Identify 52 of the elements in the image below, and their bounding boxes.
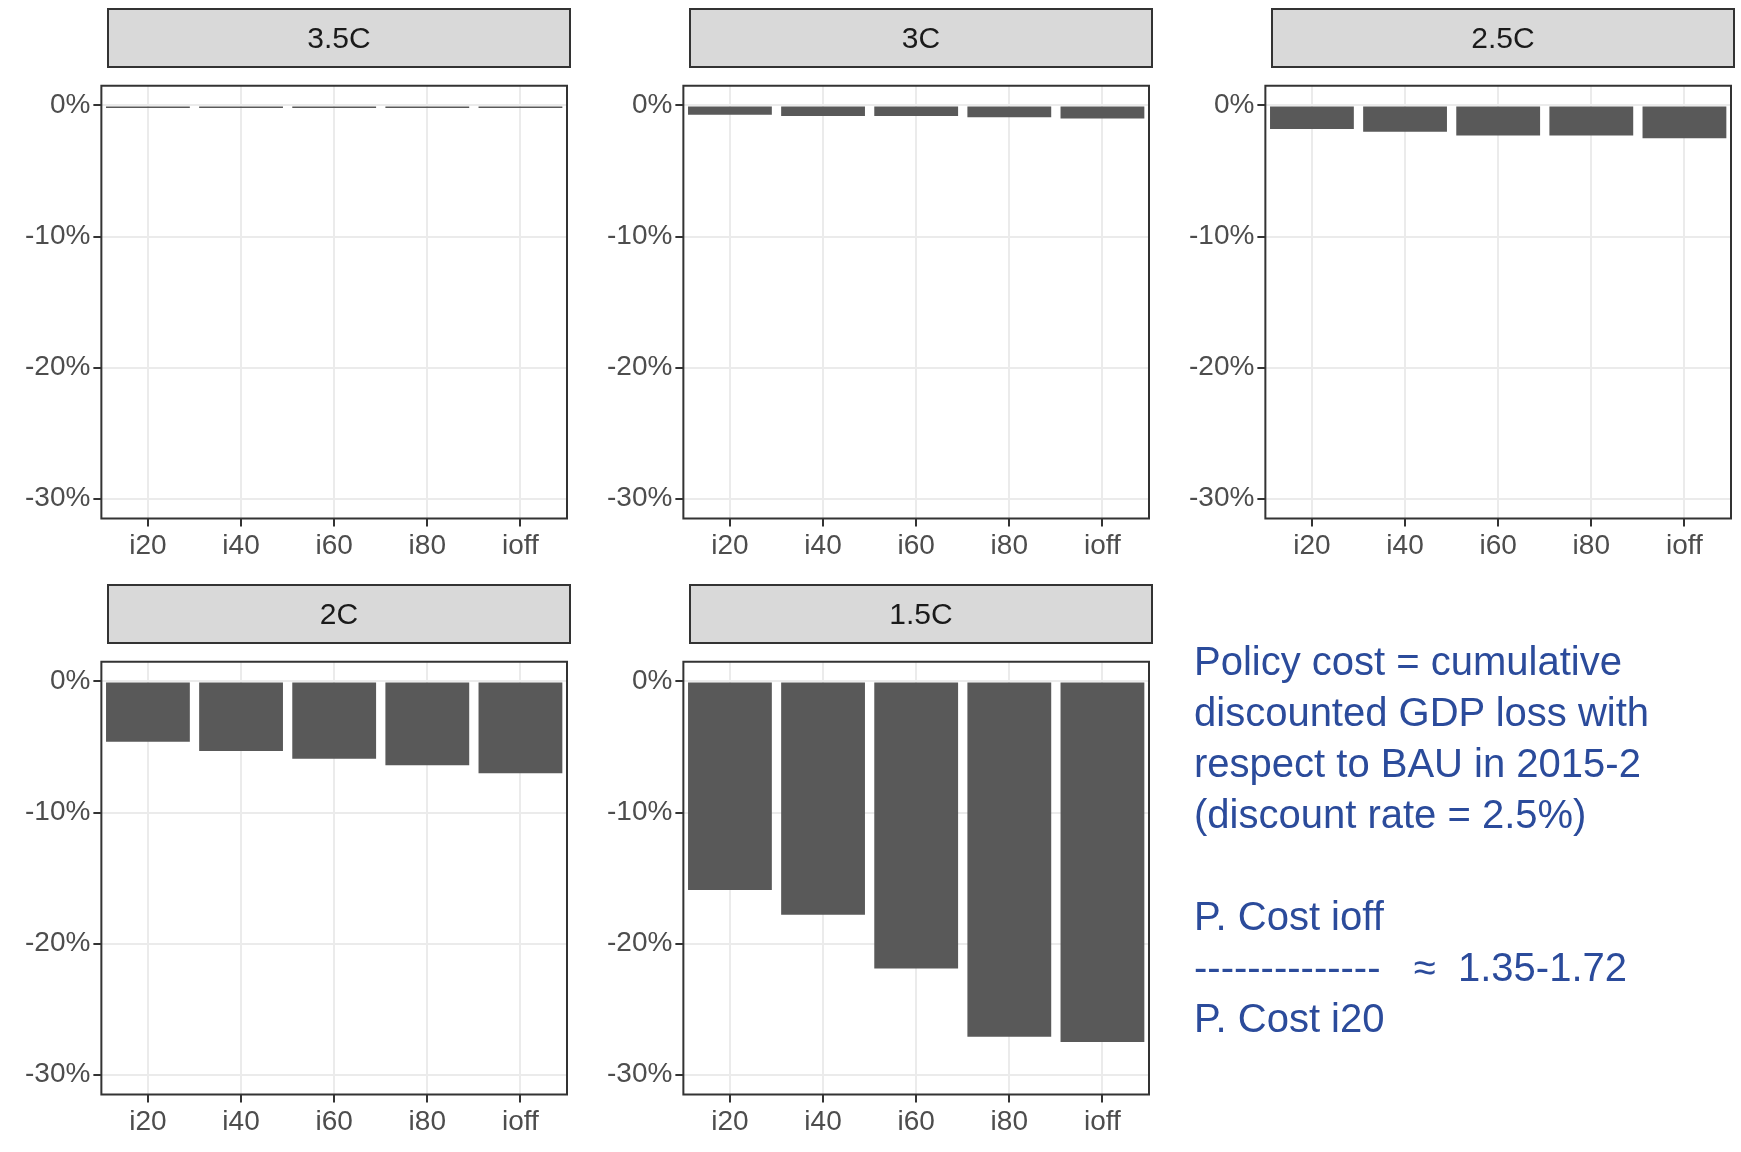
x-tick-label: i20 — [711, 528, 749, 560]
y-tick-label: -30% — [606, 1057, 673, 1089]
x-tick-label: i80 — [990, 528, 1028, 560]
text: P. Cost ioff -------------- ≈ 1.35-1.72 P. Cost i20 — [1194, 894, 1628, 1040]
chart-title: 3.5C — [107, 8, 571, 68]
y-tick-label: -20% — [24, 350, 91, 382]
x-tick-label: i60 — [897, 528, 935, 560]
y-tick-label: -10% — [1188, 219, 1255, 251]
x-tick-label: ioff — [1666, 528, 1704, 560]
y-tick-label: 0% — [631, 664, 673, 696]
chart-title: 2.5C — [1271, 8, 1735, 68]
x-tick-label: i40 — [804, 1104, 842, 1136]
x-tick-label: ioff — [1084, 1104, 1122, 1136]
y-tick-label: -20% — [606, 926, 673, 958]
y-tick-label: 0% — [631, 88, 673, 120]
y-tick-label: 0% — [49, 88, 91, 120]
y-tick-label: -30% — [24, 1057, 91, 1089]
y-tick-label: -30% — [24, 481, 91, 513]
y-tick-label: -20% — [1188, 350, 1255, 382]
y-tick-label: -10% — [24, 219, 91, 251]
x-tick-label: i20 — [711, 1104, 749, 1136]
x-tick-label: i80 — [408, 1104, 446, 1136]
x-tick-label: i80 — [408, 528, 446, 560]
x-tick-label: i40 — [222, 528, 260, 560]
x-tick-label: ioff — [502, 528, 540, 560]
y-tick-label: -30% — [606, 481, 673, 513]
chart-title: 2C — [107, 584, 571, 644]
x-tick-label: i40 — [222, 1104, 260, 1136]
x-tick-label: i40 — [1386, 528, 1424, 560]
text: Policy cost = cumulative discounted GDP loss with respect to BAU in 2015-2 (discount rate = 2.5%) — [1194, 639, 1650, 836]
x-tick-label: i20 — [1293, 528, 1331, 560]
chart-title: 1.5C — [689, 584, 1153, 644]
y-tick-label: -10% — [24, 795, 91, 827]
x-tick-label: i60 — [315, 1104, 353, 1136]
chart-title: 3C — [689, 8, 1153, 68]
x-tick-label: ioff — [502, 1104, 540, 1136]
y-tick-label: -10% — [606, 219, 673, 251]
y-tick-label: -30% — [1188, 481, 1255, 513]
y-tick-label: -10% — [606, 795, 673, 827]
x-tick-label: i20 — [129, 1104, 167, 1136]
y-tick-label: 0% — [1213, 88, 1255, 120]
y-tick-label: -20% — [24, 926, 91, 958]
y-tick-label: 0% — [49, 664, 91, 696]
x-tick-label: i80 — [1572, 528, 1610, 560]
x-tick-label: i60 — [897, 1104, 935, 1136]
x-tick-label: i40 — [804, 528, 842, 560]
x-tick-label: i20 — [129, 528, 167, 560]
x-tick-label: i80 — [990, 1104, 1028, 1136]
x-tick-label: i60 — [315, 528, 353, 560]
x-tick-label: i60 — [1479, 528, 1517, 560]
y-tick-label: -20% — [606, 350, 673, 382]
x-tick-label: ioff — [1084, 528, 1122, 560]
